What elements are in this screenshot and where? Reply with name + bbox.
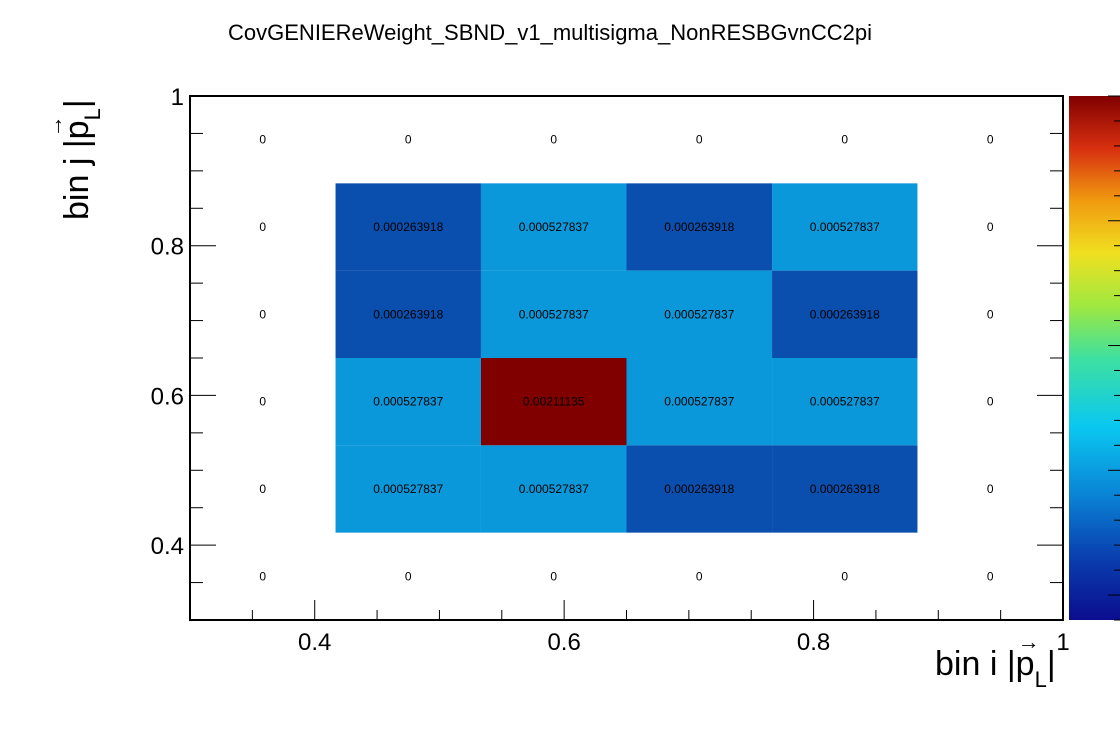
heatmap-cell: [626, 358, 773, 446]
heatmap-cell: [480, 183, 627, 271]
x-tick-label: 1: [1056, 629, 1069, 656]
cell-value-label: 0: [405, 569, 412, 583]
heatmap-cell: [335, 183, 481, 271]
cell-value-label: 0: [987, 395, 994, 409]
cell-value-label: 0: [259, 569, 266, 583]
heatmap-cell: [480, 445, 627, 533]
cell-value-label: 0.000527837: [373, 482, 443, 496]
y-tick-label: 0.4: [151, 533, 184, 560]
cell-value-label: 0.000527837: [810, 395, 880, 409]
heatmap-cell: [626, 270, 773, 358]
cell-value-label: 0.000527837: [810, 220, 880, 234]
heatmap-cell: [772, 358, 918, 446]
heatmap-cell: [480, 358, 627, 446]
cell-value-label: 0: [259, 395, 266, 409]
cell-value-label: 0.000263918: [664, 220, 734, 234]
cell-value-label: 0.000263918: [373, 220, 443, 234]
heatmap-cell: [772, 270, 918, 358]
cell-value-label: 0: [696, 133, 703, 147]
cell-value-label: 0.000527837: [519, 220, 589, 234]
heatmap-cell: [626, 445, 773, 533]
cell-value-label: 0: [841, 569, 848, 583]
cell-value-label: 0.000527837: [373, 395, 443, 409]
cell-value-label: 0: [987, 482, 994, 496]
x-tick-label: 0.8: [797, 629, 830, 656]
cell-value-label: 0: [987, 569, 994, 583]
cell-value-label: 0.000527837: [664, 395, 734, 409]
heatmap-cell: [335, 270, 481, 358]
color-palette: [1069, 95, 1120, 621]
heatmap-cells: [335, 183, 918, 533]
cell-value-label: 0: [259, 133, 266, 147]
cell-value-label: 0: [259, 482, 266, 496]
y-tick-label: 0.8: [151, 234, 184, 261]
y-axis-title: bin j | → pL|: [42, 99, 105, 220]
cell-value-label: 0: [550, 569, 557, 583]
cell-value-label: 0.000263918: [810, 482, 880, 496]
cell-value-label: 0: [550, 133, 557, 147]
axis-tick-labels: 0.4 0.6 0.8 1 0.4 0.6 0.8 1: [151, 84, 1070, 656]
cell-value-label: 0.000263918: [664, 482, 734, 496]
cell-value-label: 0.000527837: [519, 482, 589, 496]
cell-value-labels: 0 0 0 0 0 0 0 0.000263918 0.000527837 0.000263918…: [259, 133, 993, 584]
heatmap-cell: [335, 445, 481, 533]
x-axis-title: bin i | → pL|: [935, 629, 1056, 692]
palette-gradient-bar: [1069, 96, 1120, 620]
x-tick-label: 0.6: [547, 629, 580, 656]
heatmap-cell: [772, 445, 918, 533]
cell-value-label: 0: [987, 220, 994, 234]
heatmap-cell: [772, 183, 918, 271]
cell-value-label: 0.000263918: [373, 307, 443, 321]
cell-value-label: 0.000527837: [664, 307, 734, 321]
chart-title: CovGENIEReWeight_SBND_v1_multisigma_NonR…: [228, 20, 872, 45]
heatmap-cell: [480, 270, 627, 358]
heatmap-cell: [335, 358, 481, 446]
cell-value-label: 0: [987, 307, 994, 321]
heatmap-cell: [626, 183, 773, 271]
cell-value-label: 0.000527837: [519, 307, 589, 321]
cell-value-label: 0.000263918: [810, 307, 880, 321]
axis-ticks: [189, 95, 1064, 621]
cell-value-label: 0: [987, 133, 994, 147]
cell-value-label: 0.00211135: [523, 395, 585, 409]
cell-value-label: 0: [405, 133, 412, 147]
x-tick-label: 0.4: [298, 629, 331, 656]
cell-value-label: 0: [696, 569, 703, 583]
cell-value-label: 0: [259, 307, 266, 321]
cell-value-label: 0: [841, 133, 848, 147]
cell-value-label: 0: [259, 220, 266, 234]
y-tick-label: 1: [171, 84, 184, 111]
y-tick-label: 0.6: [151, 383, 184, 410]
